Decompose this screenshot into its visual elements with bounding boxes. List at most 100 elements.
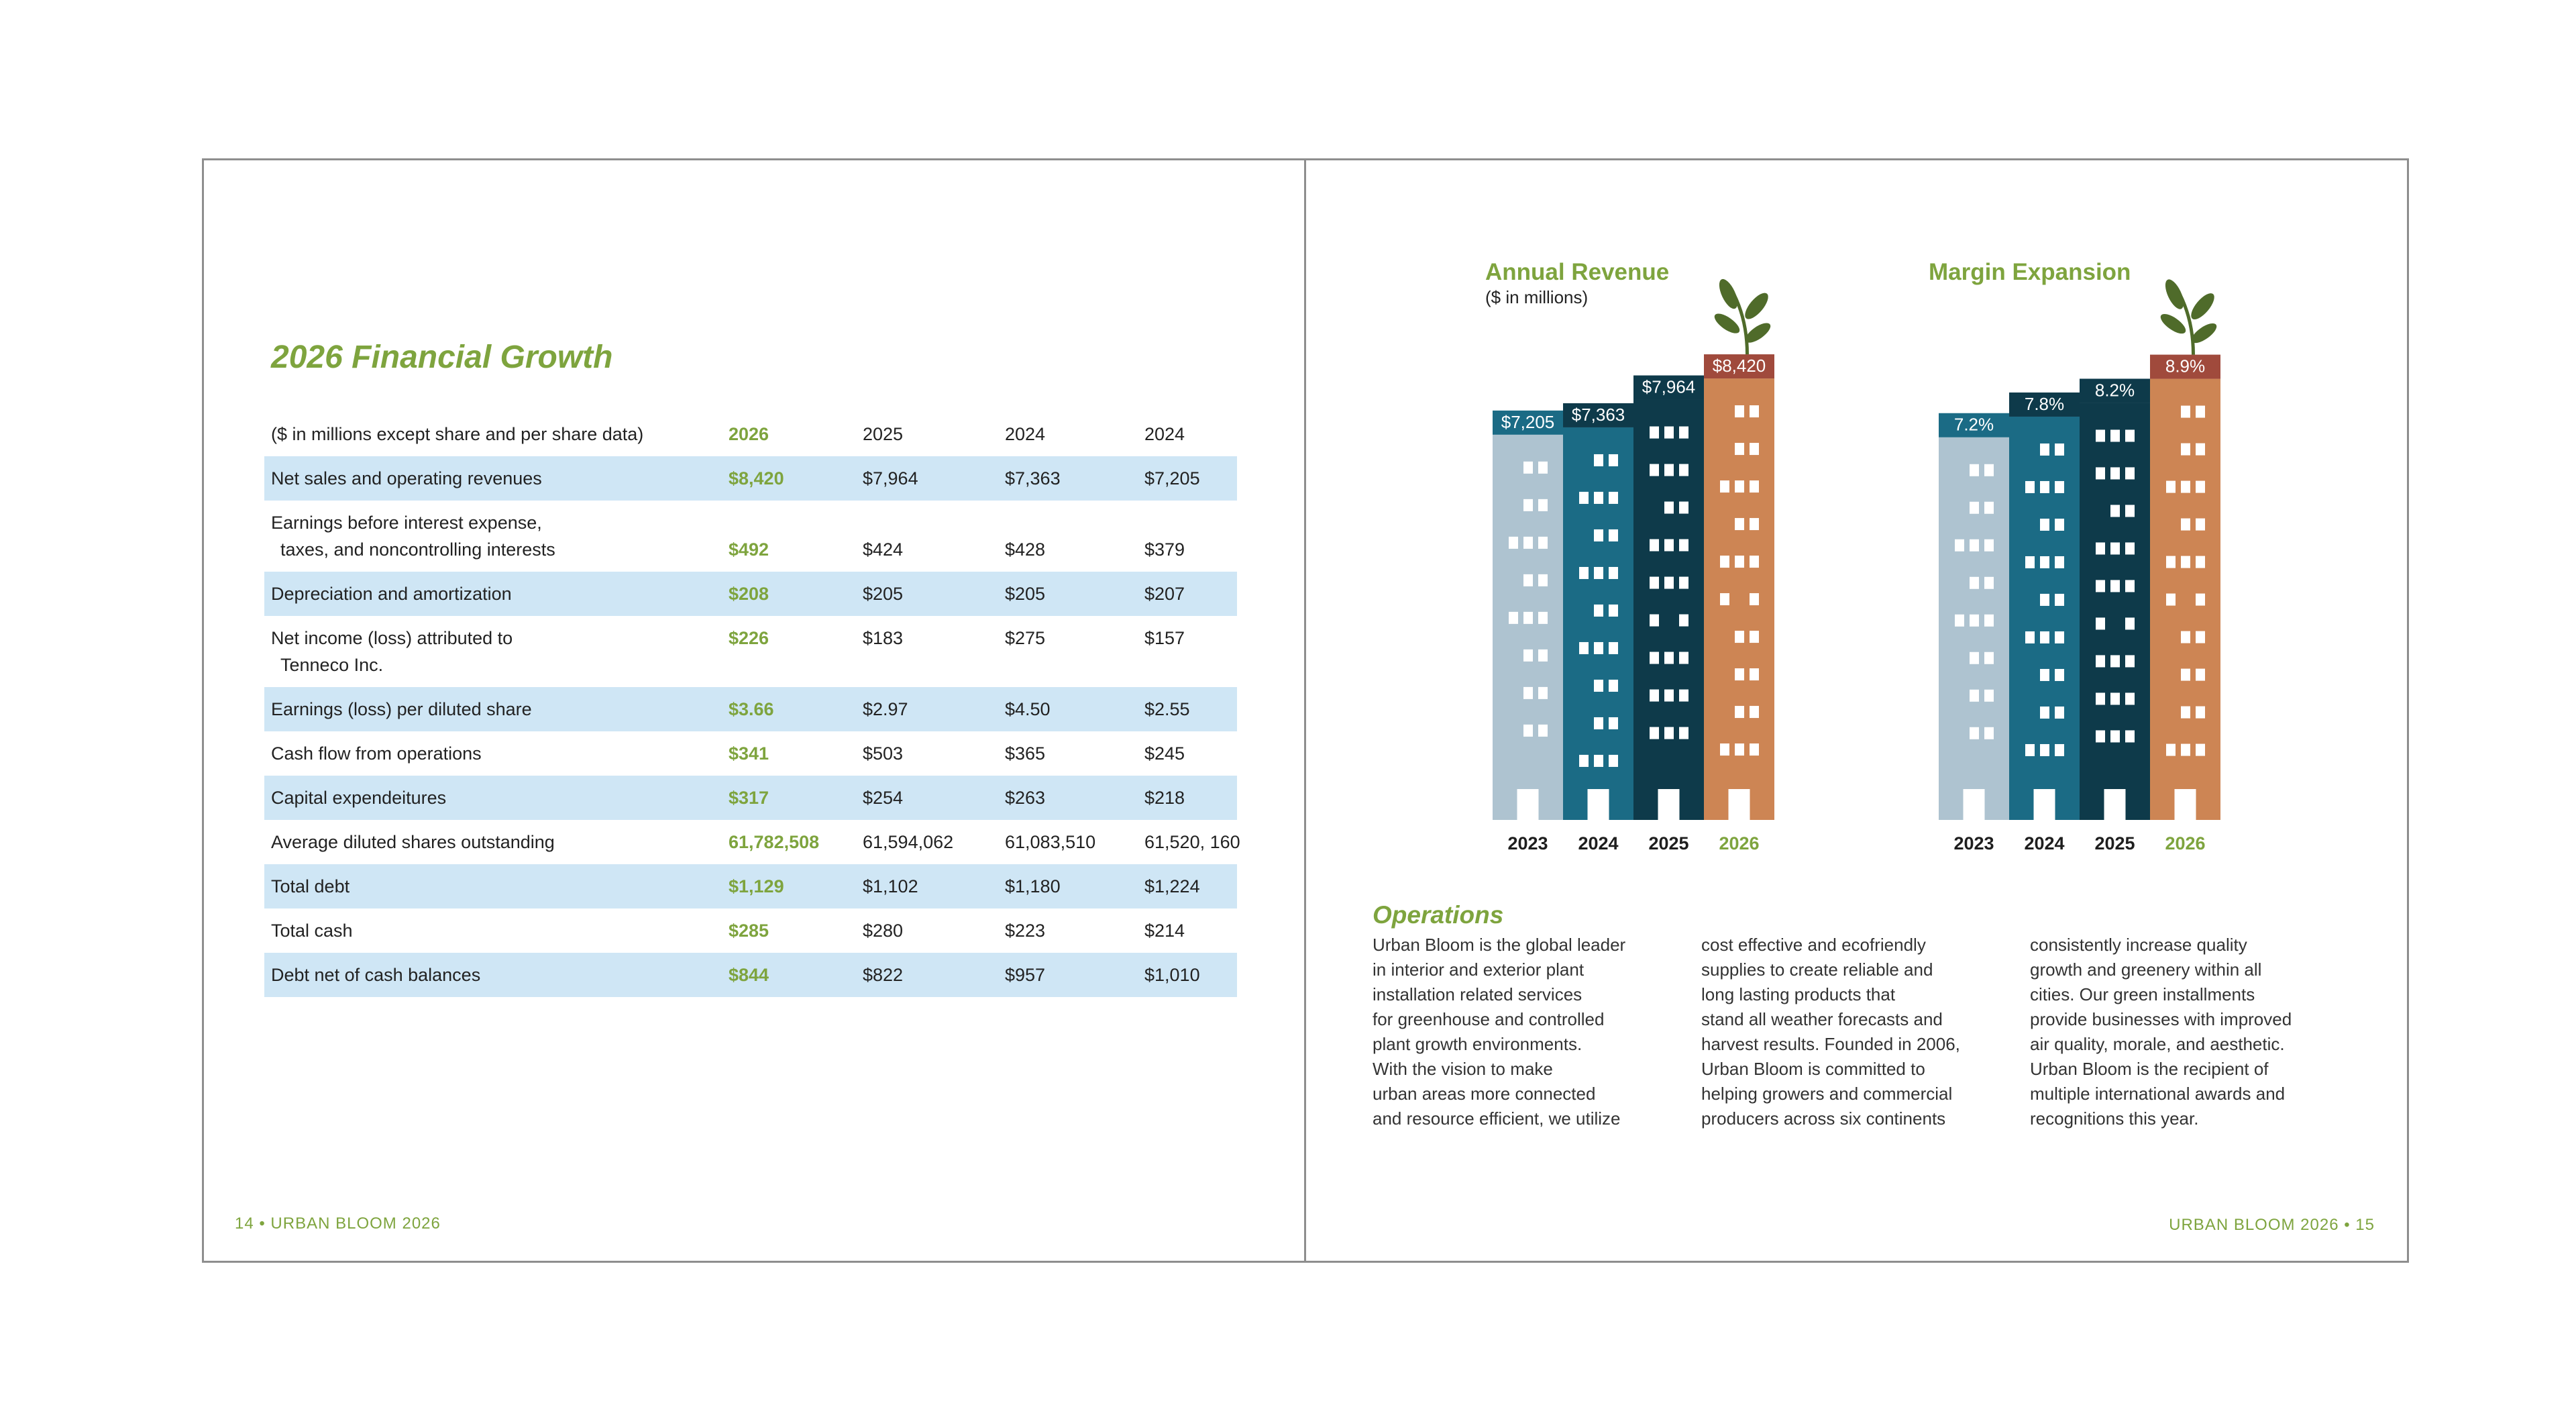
operations-line: Urban Bloom is the global leader bbox=[1373, 935, 1626, 955]
row-value: $214 bbox=[1144, 921, 1185, 941]
table-row: Cash flow from operations $341 $503 $365 $24… bbox=[264, 731, 1237, 776]
header-year-2026: 2026 bbox=[729, 424, 769, 444]
operations-line: long lasting products that bbox=[1701, 984, 1896, 1004]
row-value: $205 bbox=[1005, 584, 1046, 604]
row-label: Net sales and operating revenues bbox=[271, 468, 542, 488]
row-value: $844 bbox=[729, 965, 769, 985]
header-year-2024: 2024 bbox=[1005, 424, 1046, 444]
margin-chart-title: Margin Expansion bbox=[1929, 259, 2131, 285]
row-value: $492 bbox=[729, 539, 769, 560]
row-label: Tenneco Inc. bbox=[280, 655, 384, 675]
row-value: $957 bbox=[1005, 965, 1046, 985]
row-label: taxes, and noncontrolling interests bbox=[280, 539, 555, 560]
row-label: Capital expendeitures bbox=[271, 788, 447, 808]
row-value: $280 bbox=[863, 921, 904, 941]
header-year-2024b: 2024 bbox=[1144, 424, 1185, 444]
row-value: $223 bbox=[1005, 921, 1046, 941]
operations-line: air quality, morale, and aesthetic. bbox=[2030, 1034, 2285, 1054]
row-value: 61,520, 160 bbox=[1144, 832, 1240, 852]
row-value: $275 bbox=[1005, 628, 1046, 648]
row-value: $263 bbox=[1005, 788, 1046, 808]
row-value: $157 bbox=[1144, 628, 1185, 648]
operations-line: cities. Our green installments bbox=[2030, 984, 2255, 1004]
operations-line: stand all weather forecasts and bbox=[1701, 1009, 1943, 1029]
table-row: Total debt $1,129 $1,102 $1,180 $1,224 bbox=[264, 864, 1237, 908]
header-year-2025: 2025 bbox=[863, 424, 904, 444]
table-row: Debt net of cash balances $844 $822 $957 $1,… bbox=[264, 953, 1237, 997]
row-value: $245 bbox=[1144, 743, 1185, 764]
row-value: $208 bbox=[729, 584, 769, 604]
row-value: $1,010 bbox=[1144, 965, 1200, 985]
page-title: 2026 Financial Growth bbox=[271, 340, 613, 375]
row-value: $341 bbox=[729, 743, 769, 764]
revenue-chart-title: Annual Revenue bbox=[1485, 259, 1670, 285]
row-value: $317 bbox=[729, 788, 769, 808]
row-value: $183 bbox=[863, 628, 904, 648]
revenue-chart-subtitle: ($ in millions) bbox=[1485, 287, 1589, 307]
operations-line: multiple international awards and bbox=[2030, 1084, 2286, 1104]
row-value: $226 bbox=[729, 628, 769, 648]
row-value: $1,129 bbox=[729, 876, 784, 896]
row-label: Debt net of cash balances bbox=[271, 965, 481, 985]
table-row: Net income (loss) attributed to Tenneco I… bbox=[264, 616, 1237, 687]
row-label: Total cash bbox=[271, 921, 353, 941]
row-value: $7,964 bbox=[863, 468, 918, 488]
row-label: Total debt bbox=[271, 876, 350, 896]
header-label: ($ in millions except share and per shar… bbox=[271, 424, 644, 444]
operations-line: With the vision to make bbox=[1373, 1059, 1553, 1079]
row-label: Earnings (loss) per diluted share bbox=[271, 699, 532, 719]
row-value: $285 bbox=[729, 921, 769, 941]
operations-line: supplies to create reliable and bbox=[1701, 959, 1933, 980]
row-value: $2.97 bbox=[863, 699, 908, 719]
operations-column-1: Urban Bloom is the global leader in inter… bbox=[1373, 933, 1674, 1131]
row-label: Earnings before interest expense, bbox=[271, 513, 542, 533]
operations-line: urban areas more connected bbox=[1373, 1084, 1596, 1104]
table-row: Net sales and operating revenues $8,420 $7… bbox=[264, 456, 1237, 501]
operations-line: growth and greenery within all bbox=[2030, 959, 2262, 980]
row-value: $207 bbox=[1144, 584, 1185, 604]
row-value: $1,224 bbox=[1144, 876, 1200, 896]
operations-column-3: consistently increase quality growth and … bbox=[2030, 933, 2332, 1131]
row-value: 61,594,062 bbox=[863, 832, 954, 852]
row-value: $365 bbox=[1005, 743, 1046, 764]
row-label: Net income (loss) attributed to bbox=[271, 628, 513, 648]
operations-line: plant growth environments. bbox=[1373, 1034, 1582, 1054]
row-value: $7,363 bbox=[1005, 468, 1061, 488]
operations-line: in interior and exterior plant bbox=[1373, 959, 1585, 980]
table-row: Total cash $285 $280 $223 $214 bbox=[264, 908, 1237, 953]
row-value: $3.66 bbox=[729, 699, 774, 719]
row-label: Average diluted shares outstanding bbox=[271, 832, 555, 852]
row-value: 61,083,510 bbox=[1005, 832, 1096, 852]
row-value: $424 bbox=[863, 539, 904, 560]
operations-line: installation related services bbox=[1373, 984, 1582, 1004]
operations-line: and resource efficient, we utilize bbox=[1373, 1108, 1621, 1129]
row-value: $503 bbox=[863, 743, 904, 764]
operations-line: Urban Bloom is the recipient of bbox=[2030, 1059, 2269, 1079]
operations-title: Operations bbox=[1373, 901, 1504, 929]
operations-line: recognitions this year. bbox=[2030, 1108, 2199, 1129]
table-row: Average diluted shares outstanding 61,782… bbox=[264, 820, 1240, 864]
row-value: $218 bbox=[1144, 788, 1185, 808]
table-row: Capital expendeitures $317 $254 $263 $218 bbox=[264, 776, 1237, 820]
operations-line: consistently increase quality bbox=[2030, 935, 2247, 955]
operations-line: cost effective and ecofriendly bbox=[1701, 935, 1926, 955]
table-row: Earnings (loss) per diluted share $3.66 $2… bbox=[264, 687, 1237, 731]
row-label: Depreciation and amortization bbox=[271, 584, 512, 604]
page-footer-right: URBAN BLOOM 2026 • 15 bbox=[2169, 1216, 2375, 1234]
row-value: $8,420 bbox=[729, 468, 784, 488]
row-value: $254 bbox=[863, 788, 904, 808]
row-value: $2.55 bbox=[1144, 699, 1190, 719]
table-row: Depreciation and amortization $208 $205 $20… bbox=[264, 572, 1237, 616]
row-label: Cash flow from operations bbox=[271, 743, 482, 764]
row-value: $1,180 bbox=[1005, 876, 1061, 896]
operations-line: harvest results. Founded in 2006, bbox=[1701, 1034, 1960, 1054]
page-divider bbox=[1304, 158, 1306, 1263]
row-value: $1,102 bbox=[863, 876, 918, 896]
row-value: $379 bbox=[1144, 539, 1185, 560]
row-value: $4.50 bbox=[1005, 699, 1051, 719]
operations-line: producers across six continents bbox=[1701, 1108, 1946, 1129]
row-value: $428 bbox=[1005, 539, 1046, 560]
row-value: 61,782,508 bbox=[729, 832, 820, 852]
operations-line: helping growers and commercial bbox=[1701, 1084, 1953, 1104]
page-footer-left: 14 • URBAN BLOOM 2026 bbox=[235, 1214, 441, 1233]
